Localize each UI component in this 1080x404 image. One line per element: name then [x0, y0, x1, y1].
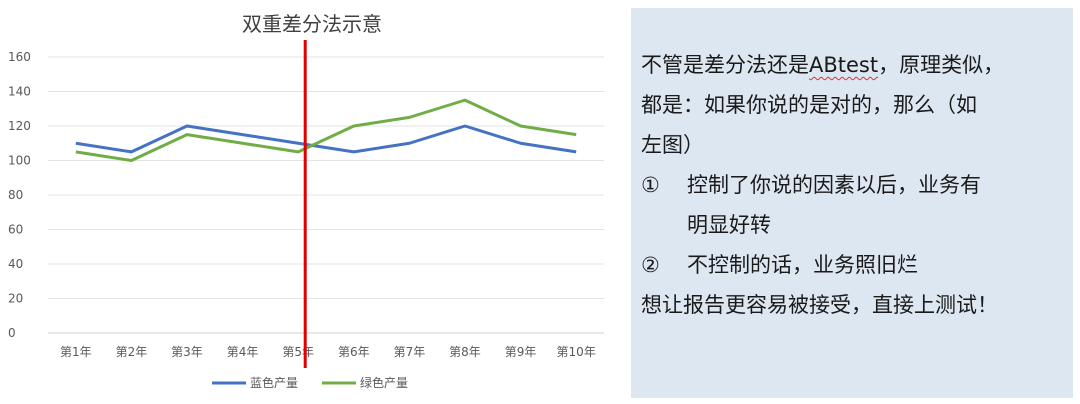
x-tick-label: 第7年: [394, 345, 426, 359]
series-line: [75, 98, 577, 162]
x-tick-label: 第9年: [505, 345, 537, 359]
chart-panel: 双重差分法示意 0 20 40 60 80 100 120 140 160 第1年 第2年 第3年 第…: [8, 12, 604, 390]
legend-label: 蓝色产量: [250, 376, 298, 390]
x-tick-label: 第6年: [338, 345, 370, 359]
note-line-1: 不管是差分法还是ABtest，原理类似，: [641, 53, 1005, 77]
y-tick-label: 120: [8, 119, 31, 133]
y-tick-label: 80: [8, 188, 23, 202]
series-line: [75, 124, 577, 154]
x-tick-label: 第3年: [171, 345, 203, 359]
x-tick-label: 第1年: [60, 345, 92, 359]
x-tick-label: 第4年: [227, 345, 259, 359]
x-tick-label: 第5年: [282, 345, 314, 359]
y-tick-label: 0: [8, 326, 16, 340]
circled-two-mark: ②: [641, 253, 660, 277]
note-line-2: 都是：如果你说的是对的，那么（如: [641, 93, 977, 117]
note-line-last: 想让报告更容易被接受，直接上测试！: [641, 293, 998, 317]
text-panel: 不管是差分法还是ABtest，原理类似， 都是：如果你说的是对的，那么（如 左图…: [631, 8, 1073, 398]
y-tick-label: 40: [8, 257, 23, 271]
y-tick-label: 140: [8, 85, 31, 99]
legend-label: 绿色产量: [360, 375, 408, 390]
abtest-term: ABtest: [809, 53, 879, 77]
note-item-2: ② 不控制的话，业务照旧烂: [641, 250, 1073, 281]
y-tick-label: 60: [8, 223, 23, 237]
circled-one-mark: ①: [641, 173, 660, 197]
x-tick-label: 第10年: [557, 345, 596, 359]
y-tick-label: 100: [8, 154, 31, 168]
x-tick-label: 第8年: [449, 345, 481, 359]
note-line-3: 左图）: [641, 133, 704, 157]
y-tick-label: 160: [8, 50, 31, 64]
note-item-1: ① 控制了你说的因素以后，业务有: [641, 170, 1073, 201]
note-item-1-cont: 明显好转: [687, 213, 771, 237]
y-tick-label: 20: [8, 292, 23, 306]
x-tick-label: 第2年: [116, 345, 148, 359]
line-chart: 双重差分法示意 0 20 40 60 80 100 120 140 160 第1年 第2年 第3年 第…: [8, 12, 604, 390]
chart-title: 双重差分法示意: [242, 12, 382, 36]
